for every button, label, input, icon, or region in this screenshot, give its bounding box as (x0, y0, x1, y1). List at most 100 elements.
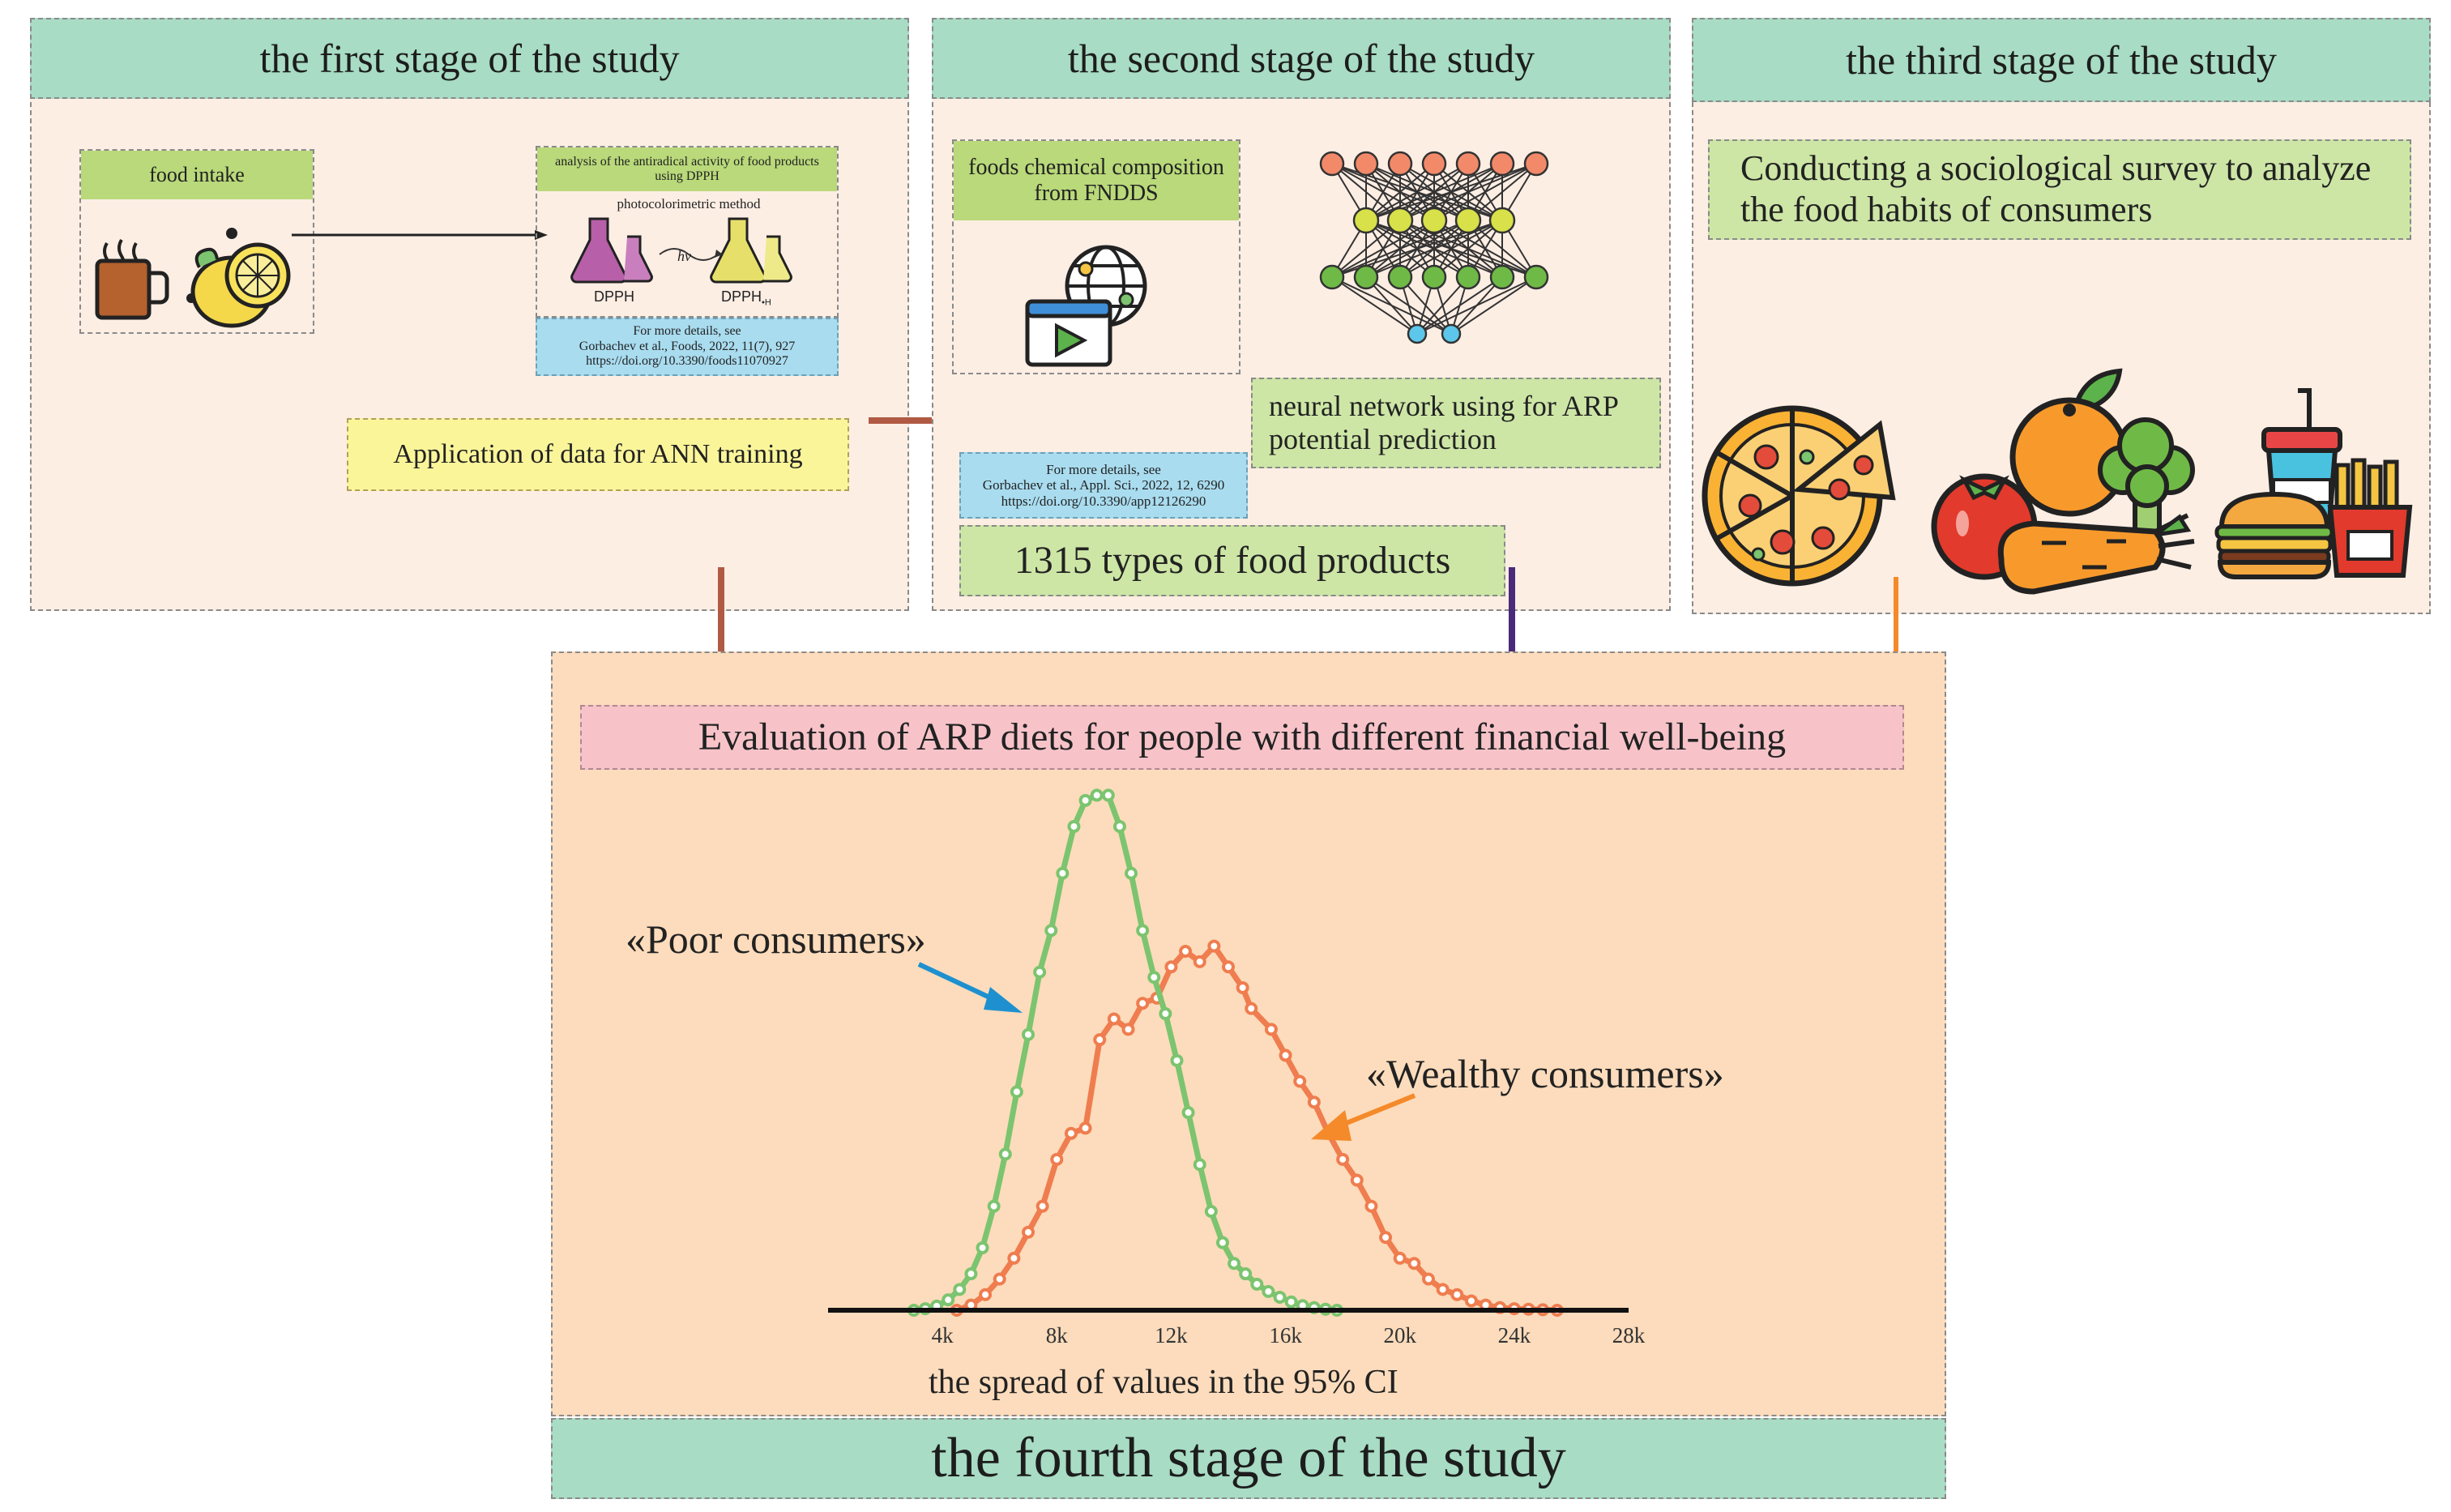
data-point (1264, 1023, 1278, 1036)
nn-node (1455, 151, 1481, 177)
hv-label: hv (677, 248, 691, 264)
data-point (1159, 1007, 1172, 1021)
data-point (1044, 924, 1058, 938)
x-axis-title: the spread of values in the 95% CI (929, 1364, 1398, 1401)
nn-node (1523, 151, 1549, 177)
ref2-line1: For more details, see (1046, 461, 1161, 477)
carrot-icon (1997, 513, 2195, 595)
data-point (1336, 1152, 1350, 1166)
ref1-line1: For more details, see (633, 324, 741, 339)
data-point (1033, 965, 1047, 979)
data-point (1078, 1121, 1092, 1135)
data-point (1164, 960, 1178, 974)
stage2-header: the second stage of the study (932, 18, 1671, 99)
stage1-header: the first stage of the study (30, 18, 909, 99)
data-point (1279, 1049, 1292, 1062)
data-point (1364, 1199, 1378, 1213)
nn-node (1386, 207, 1414, 234)
food-products-count: 1315 types of food products (959, 525, 1505, 596)
data-point (1204, 1205, 1218, 1219)
data-point (1067, 819, 1081, 833)
neural-network-label: neural network using for ARP potential p… (1251, 378, 1661, 468)
stage3-header: the third stage of the study (1692, 18, 2431, 102)
nn-node (1489, 264, 1515, 290)
data-point (998, 1147, 1012, 1161)
data-point (1022, 1225, 1035, 1239)
data-point (1464, 1294, 1478, 1308)
nn-node (1387, 151, 1413, 177)
food-intake-label: food intake (81, 151, 313, 199)
data-point (1147, 971, 1161, 985)
x-tick-label: 16k (1269, 1323, 1302, 1348)
photocolorimetric-label: photocolorimetric method (617, 196, 761, 212)
data-point (1179, 945, 1193, 959)
data-point (993, 1272, 1006, 1286)
stage2-title: the second stage of the study (1067, 36, 1535, 81)
x-tick-label: 20k (1383, 1323, 1416, 1348)
stage4-header: the fourth stage of the study (551, 1418, 1946, 1499)
composition-box (952, 139, 1240, 374)
evaluation-box: Evaluation of ARP diets for people with … (580, 705, 1904, 770)
data-point (1193, 1158, 1206, 1172)
data-point (976, 1241, 989, 1254)
nn-node (1387, 264, 1413, 290)
analysis-title: analysis of the antiradical activity of … (537, 147, 837, 191)
stage4-title: the fourth stage of the study (931, 1427, 1566, 1489)
x-tick-label: 28k (1612, 1323, 1646, 1348)
data-point (1112, 819, 1126, 833)
nn-node (1523, 264, 1549, 290)
data-point (1393, 1251, 1407, 1265)
analysis-box (536, 146, 839, 318)
data-point (1181, 1106, 1195, 1120)
ref-box-2: For more details, see Gorbachev et al., … (959, 452, 1248, 519)
x-tick-label: 24k (1498, 1323, 1531, 1348)
nn-node (1489, 151, 1515, 177)
data-point (1125, 866, 1138, 880)
data-point (1121, 1023, 1135, 1036)
data-point (1022, 1027, 1035, 1041)
survey-box: Conducting a sociological survey to anal… (1708, 139, 2411, 240)
poor-consumers-label: «Poor consumers» (626, 916, 926, 962)
data-point (1107, 1012, 1121, 1026)
data-point (1273, 1290, 1287, 1304)
intake-to-analysis-arrow (292, 230, 548, 240)
poor-consumers-pointer (917, 962, 1023, 1013)
data-point (1293, 1074, 1307, 1088)
data-point (1450, 1288, 1464, 1301)
flask-icon (570, 217, 653, 284)
neural-network-icon (1319, 151, 1549, 344)
composition-label: foods chemical composition from FNDDS (954, 141, 1239, 220)
flask-icon (710, 217, 792, 284)
data-point (1407, 1257, 1421, 1271)
data-point (1101, 788, 1115, 802)
data-point (1422, 1272, 1435, 1286)
reaction-arrow-icon (659, 248, 723, 261)
dpph-left-label: DPPH (594, 288, 635, 305)
data-point (1262, 1284, 1275, 1298)
wealthy-consumers-label: «Wealthy consumers» (1366, 1051, 1724, 1096)
data-point (1284, 1295, 1298, 1309)
data-point (1064, 1126, 1078, 1140)
nn-node (1353, 151, 1379, 177)
data-point (1010, 1085, 1023, 1099)
nn-node (1455, 264, 1481, 290)
data-point (1056, 866, 1070, 880)
data-point (1350, 1173, 1364, 1187)
data-point (1007, 1251, 1021, 1265)
nn-node (1319, 264, 1345, 290)
nn-node (1407, 323, 1428, 344)
data-point (953, 1283, 967, 1296)
lemon-icon (186, 228, 291, 328)
data-point (1193, 955, 1206, 968)
wealthy-consumers-pointer (1311, 1093, 1416, 1141)
data-point (1379, 1231, 1393, 1245)
data-point (1222, 960, 1235, 974)
data-point (1250, 1277, 1264, 1291)
nn-node (1454, 207, 1482, 234)
series-poor (907, 788, 1344, 1317)
data-point (987, 1199, 1001, 1213)
data-point (1050, 1152, 1064, 1166)
nn-node (1352, 207, 1380, 234)
pizza-icon (1702, 405, 1896, 587)
